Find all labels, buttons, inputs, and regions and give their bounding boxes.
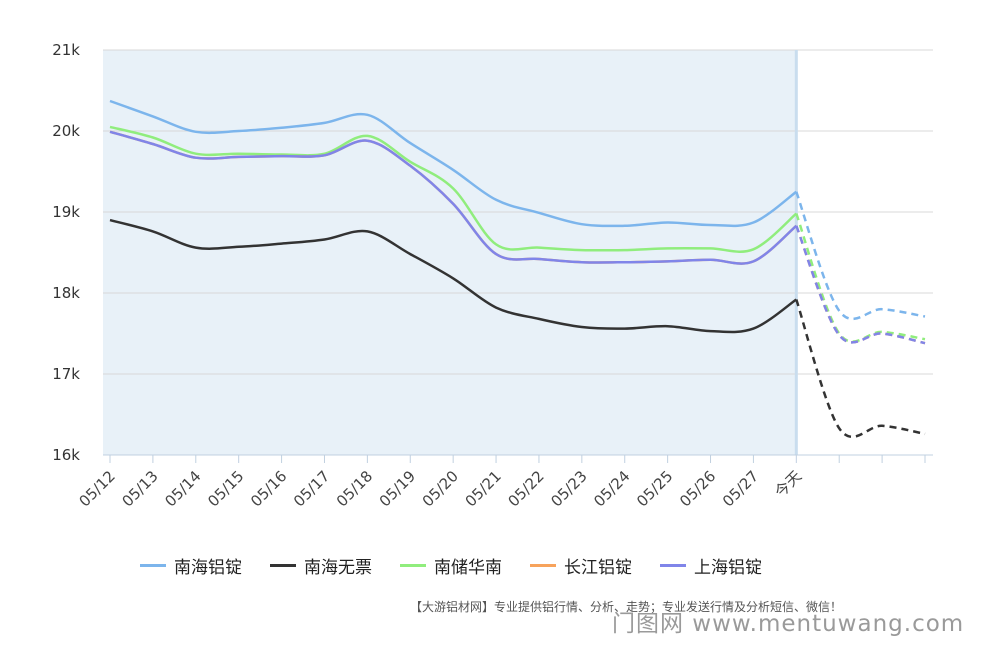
y-tick-label: 19k <box>52 203 80 221</box>
x-tick-label: 05/25 <box>633 467 676 510</box>
legend-item-shanghai-ingot[interactable]: 上海铝锭 <box>660 553 762 578</box>
legend-swatch <box>140 564 166 567</box>
legend-item-nanhai-ingot[interactable]: 南海铝锭 <box>140 553 242 578</box>
legend-label: 南海铝锭 <box>174 558 242 578</box>
x-tick-label: 05/12 <box>76 467 119 510</box>
x-tick-label: 05/26 <box>676 467 719 510</box>
x-axis-ticks: 05/12 05/13 05/14 05/15 05/16 05/17 05/18 05/19… <box>76 455 926 510</box>
x-tick-label: 05/18 <box>333 467 376 510</box>
legend-swatch <box>660 564 686 567</box>
x-tick-label: 05/16 <box>247 467 290 510</box>
series-line-forecast-4 <box>795 225 926 345</box>
legend-swatch <box>270 564 296 567</box>
legend-label: 南海无票 <box>304 558 372 578</box>
x-tick-label: 05/21 <box>462 467 505 510</box>
series-line-solid-2 <box>109 125 798 253</box>
site-watermark: 门图网 www.mentuwang.com <box>612 611 965 637</box>
footer-note: 【大游铝材网】专业提供铝行情、分析、走势；专业发送行情及分析短信、微信！ <box>410 600 843 614</box>
series-line-solid-4 <box>109 130 798 265</box>
x-tick-label: 05/27 <box>719 467 762 510</box>
legend-item-nanhai-noinvoice[interactable]: 南海无票 <box>270 553 372 578</box>
legend-label: 上海铝锭 <box>694 558 762 578</box>
y-tick-label: 21k <box>52 41 80 59</box>
x-tick-label: 05/22 <box>504 467 547 510</box>
series-line-forecast-2 <box>795 213 926 343</box>
legend-item-changjiang-ingot[interactable]: 长江铝锭 <box>530 553 632 578</box>
x-tick-label: 05/13 <box>118 467 161 510</box>
x-tick-label: 05/15 <box>204 467 247 510</box>
legend: 南海铝锭 南海无票 南储华南 长江铝锭 上海铝锭 <box>140 553 762 578</box>
series-line-forecast-0 <box>795 191 926 321</box>
legend-label: 南储华南 <box>434 558 502 578</box>
x-tick-label: 05/20 <box>419 467 462 510</box>
series-line-solid-1 <box>109 218 798 334</box>
y-tick-label: 20k <box>52 122 80 140</box>
x-tick-label: 05/24 <box>590 467 633 510</box>
legend-label: 长江铝锭 <box>564 558 632 578</box>
legend-swatch <box>530 564 556 567</box>
y-tick-label: 16k <box>52 446 80 464</box>
y-tick-label: 17k <box>52 365 80 383</box>
series-line-solid-0 <box>109 99 798 228</box>
x-tick-label: 05/14 <box>161 467 204 510</box>
y-tick-label: 18k <box>52 284 80 302</box>
legend-item-nanchu-huanan[interactable]: 南储华南 <box>400 553 502 578</box>
x-tick-label: 05/19 <box>376 467 419 510</box>
series-line-forecast-1 <box>795 299 926 439</box>
series-lines <box>109 99 926 439</box>
y-axis-ticks: 16k 17k 18k 19k 20k 21k <box>52 41 80 464</box>
historical-plot-band <box>103 50 797 455</box>
x-tick-label: 05/17 <box>290 467 333 510</box>
legend-swatch <box>400 564 426 567</box>
x-tick-label: 今天 <box>771 467 805 501</box>
x-tick-label: 05/23 <box>547 467 590 510</box>
